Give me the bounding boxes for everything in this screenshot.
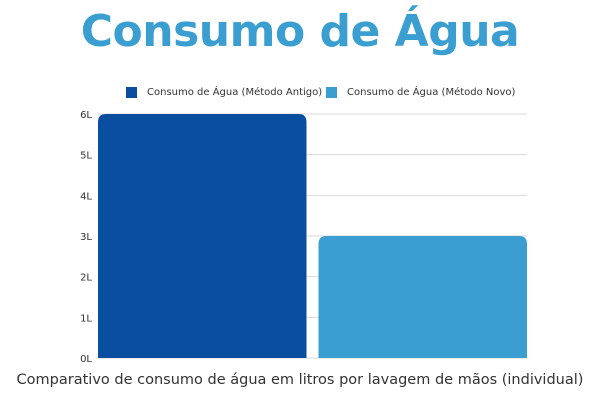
- y-tick-label: 2L: [80, 273, 92, 284]
- legend-swatch-old-method: [126, 86, 137, 98]
- y-tick-label: 0L: [80, 354, 92, 365]
- y-tick-label: 1L: [80, 313, 92, 324]
- chart-title: Consumo de Água: [80, 6, 520, 57]
- legend: Consumo de Água (Método Antigo) Consumo …: [0, 82, 600, 102]
- chart-subtitle: Comparativo de consumo de água em litros…: [16, 372, 584, 388]
- legend-label-old-method: Consumo de Água (Método Antigo): [147, 86, 323, 98]
- y-tick-label: 4L: [80, 191, 92, 202]
- legend-label-new-method: Consumo de Água (Método Novo): [347, 86, 516, 98]
- legend-swatch-new-method: [326, 86, 337, 98]
- legend-item-old-method: Consumo de Água (Método Antigo): [126, 82, 322, 102]
- y-tick-label: 3L: [80, 232, 92, 243]
- bar-new-method: [318, 236, 527, 358]
- legend-item-new-method: Consumo de Água (Método Novo): [326, 82, 515, 102]
- y-tick-label: 6L: [80, 110, 92, 121]
- y-tick-label: 5L: [80, 151, 92, 162]
- bar-old-method: [98, 114, 307, 358]
